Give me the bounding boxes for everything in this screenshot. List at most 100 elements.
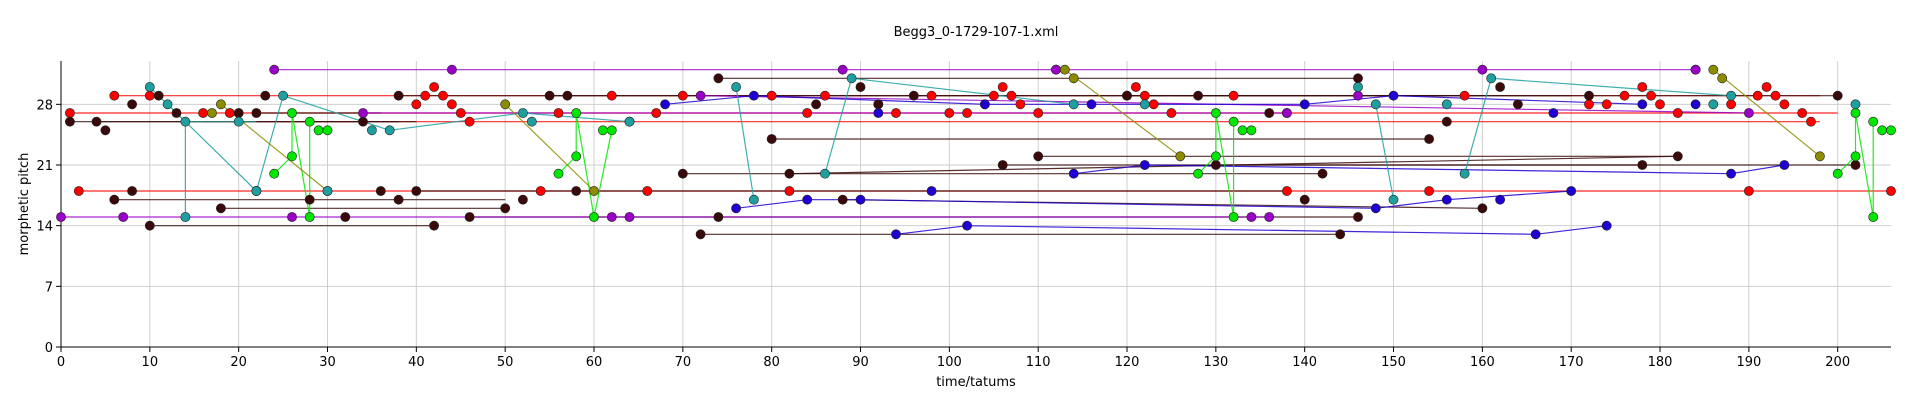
series-0-point: [198, 108, 208, 118]
series-1-point: [1424, 134, 1434, 144]
series-1-point: [677, 168, 688, 179]
series-1-point: [340, 212, 351, 222]
x-tick-label: 70: [675, 355, 692, 370]
series-3-segment: [736, 190, 1572, 209]
series-3-point: [1566, 186, 1577, 196]
y-axis-label: morphetic pitch: [17, 153, 32, 256]
series-5-point: [571, 108, 582, 118]
series-0-point: [1886, 186, 1896, 196]
series-1-point: [260, 90, 271, 101]
series-0-point: [1779, 99, 1790, 110]
axis-layer: 0 10 20 30 40 50 60 70 80 90 100 110 120 130 140 150 160…: [36, 61, 1891, 370]
series-1-point: [1637, 160, 1648, 170]
series-5-point: [1832, 168, 1843, 179]
series-4-point: [251, 186, 262, 196]
series-4-segment: [1375, 104, 1395, 200]
series-3-point: [1548, 108, 1559, 118]
series-6-segment: [1712, 69, 1821, 157]
series-3-point: [1441, 194, 1452, 205]
series-5-point: [589, 212, 599, 222]
series-3-point: [1690, 99, 1701, 110]
series-0-point: [606, 90, 617, 101]
series-0-point: [1584, 99, 1594, 110]
series-0-point: [420, 90, 431, 101]
series-1-point: [500, 203, 511, 214]
series-1-point: [171, 108, 182, 118]
series-2-point: [1353, 90, 1363, 101]
series-5-point: [1877, 125, 1887, 136]
series-1-point: [1495, 82, 1505, 92]
series-0-point: [677, 90, 688, 101]
series-1-point: [109, 194, 120, 205]
series-0-point: [455, 108, 466, 118]
series-1-point: [393, 90, 404, 101]
series-5-point: [1246, 125, 1257, 136]
series-5-point: [1868, 116, 1879, 127]
series-1-point: [1299, 194, 1310, 205]
series-1-point: [91, 116, 102, 127]
series-1-point: [1211, 160, 1221, 170]
y-tick-label: 28: [36, 98, 53, 113]
series-3-point: [926, 186, 937, 196]
series-0-point: [1761, 82, 1772, 92]
series-2-point: [1477, 64, 1488, 75]
x-tick-label: 20: [230, 355, 247, 370]
series-2-point: [1051, 64, 1061, 75]
series-0-point: [997, 82, 1008, 92]
series-6-point: [500, 99, 511, 110]
series-1-point: [1335, 229, 1346, 240]
series-0-point: [1006, 90, 1017, 101]
series-4-point: [278, 90, 288, 101]
series-4-point: [366, 125, 377, 136]
y-tick-label: 21: [36, 159, 53, 174]
series-1-point: [304, 194, 315, 205]
series-3-point: [802, 194, 813, 205]
series-0-point: [820, 90, 830, 101]
series-5-point: [1228, 116, 1239, 127]
lines-layer: [61, 69, 1891, 235]
series-5-point: [1193, 168, 1203, 179]
series-0-point: [1166, 108, 1177, 118]
x-tick-label: 130: [1203, 355, 1228, 370]
series-1-point: [855, 82, 866, 92]
series-3-point: [660, 99, 670, 110]
series-0-point: [1282, 186, 1292, 196]
series-3-point: [1086, 99, 1097, 110]
series-3-point: [1726, 168, 1736, 179]
series-0-point: [766, 90, 777, 101]
series-1-point: [997, 160, 1008, 170]
series-0-point: [1770, 90, 1781, 101]
series-0-point: [944, 108, 955, 118]
points-layer: [56, 64, 1896, 240]
series-3-point: [1530, 229, 1541, 240]
series-5-point: [606, 125, 617, 136]
series-5-point: [1868, 212, 1879, 222]
series-0-point: [553, 108, 564, 118]
y-tick-label: 0: [45, 341, 53, 356]
series-1-point: [562, 90, 573, 101]
series-3-segment: [1073, 164, 1785, 175]
x-tick-label: 200: [1825, 355, 1850, 370]
series-4-point: [180, 116, 191, 127]
series-5-point: [287, 151, 297, 162]
x-axis-label: time/tatums: [936, 375, 1016, 390]
x-tick-label: 90: [852, 355, 869, 370]
series-2-point: [624, 212, 635, 222]
series-3-point: [855, 194, 866, 205]
series-0-point: [446, 99, 457, 110]
series-5-point: [313, 125, 324, 136]
series-0-point: [962, 108, 972, 118]
series-6-point: [1175, 151, 1186, 162]
x-tick-label: 10: [142, 355, 159, 370]
series-1-point: [571, 186, 582, 196]
series-4-point: [1726, 90, 1736, 101]
series-1-point: [811, 99, 821, 110]
series-0-point: [1744, 186, 1754, 196]
series-1-point: [233, 108, 244, 118]
series-1-point: [695, 229, 706, 240]
series-1-point: [1513, 99, 1523, 110]
series-4-point: [144, 82, 155, 92]
series-4-point: [526, 116, 537, 127]
series-0-point: [1139, 90, 1150, 101]
series-3-point: [749, 90, 759, 101]
